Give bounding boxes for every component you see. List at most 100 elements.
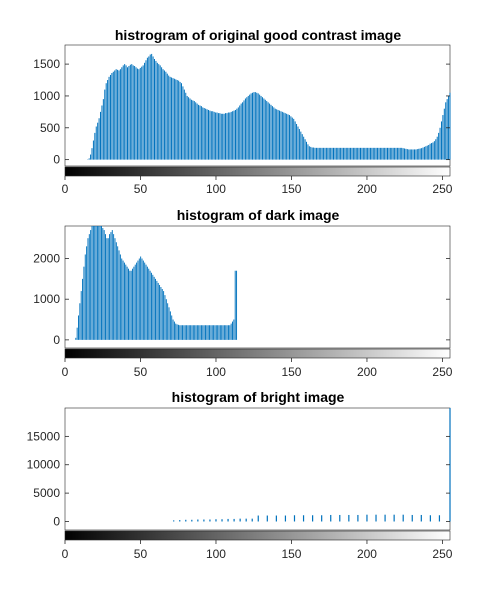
- histogram-bar: [187, 325, 189, 340]
- histogram-bar: [368, 147, 370, 160]
- histogram-bar: [348, 147, 350, 160]
- panel-title: histogram of dark image: [177, 207, 340, 223]
- histogram-bar: [367, 147, 369, 160]
- histogram-bar: [233, 110, 235, 160]
- histogram-bar: [222, 325, 224, 340]
- histogram-bar: [411, 514, 413, 522]
- histogram-bar: [277, 109, 279, 160]
- histogram-bar: [103, 230, 105, 340]
- histogram-bar: [192, 325, 194, 340]
- histogram-bar: [415, 149, 417, 160]
- histogram-bar: [178, 80, 180, 160]
- histogram-bar: [236, 270, 238, 340]
- histogram-bar: [302, 515, 305, 522]
- histogram-bar: [159, 65, 161, 160]
- histogram-bar: [168, 75, 170, 160]
- x-tick-label: 50: [134, 547, 148, 561]
- histogram-bar: [106, 238, 108, 340]
- histogram-bar: [223, 325, 225, 340]
- histogram-bar: [190, 325, 192, 340]
- histogram-bar: [182, 86, 184, 160]
- histogram-bar: [196, 103, 198, 160]
- histogram-bar: [76, 327, 78, 340]
- x-tick-label: 150: [281, 547, 301, 561]
- histogram-bar: [242, 102, 244, 160]
- histogram-bar: [186, 95, 188, 160]
- histogram-bar: [214, 325, 216, 340]
- histogram-bar: [382, 147, 384, 160]
- histogram-bar: [358, 147, 360, 160]
- histogram-bar: [286, 113, 288, 160]
- histogram-bar: [163, 291, 165, 340]
- histogram-bar: [198, 104, 200, 160]
- plot-area: 0 500 1000 1500 0 50 100 150 200 250: [33, 44, 453, 196]
- histogram-bar: [232, 111, 234, 160]
- histogram-bar: [213, 325, 215, 340]
- histogram-bar: [82, 278, 84, 340]
- histogram-bar: [94, 132, 96, 160]
- histogram-bar: [227, 112, 229, 160]
- histogram-bar: [161, 289, 163, 340]
- histogram-bar: [222, 113, 224, 160]
- histogram-bar: [281, 111, 283, 160]
- histogram-bar: [428, 144, 430, 160]
- histogram-bar: [172, 319, 174, 340]
- histogram-bar: [173, 78, 175, 160]
- y-tick-label: 10000: [27, 458, 61, 472]
- histogram-bar: [267, 102, 269, 160]
- histogram-bar: [175, 79, 177, 160]
- histogram-bar: [198, 325, 200, 340]
- histogram-bar: [264, 99, 266, 160]
- histogram-bar: [225, 325, 227, 340]
- histogram-bar: [333, 147, 334, 160]
- histogram-bar: [206, 109, 208, 160]
- histogram-bar: [303, 136, 305, 160]
- histogram-bar: [429, 143, 431, 160]
- histogram-bar: [212, 111, 214, 160]
- grayscale-colorbar: [64, 530, 451, 541]
- histogram-bar: [155, 278, 156, 340]
- histogram-bar: [311, 147, 313, 160]
- histogram-bar: [402, 148, 404, 160]
- histogram-bar: [233, 319, 235, 340]
- histogram-bar: [438, 515, 441, 522]
- histogram-bar: [191, 519, 193, 522]
- x-tick-label: 150: [281, 182, 301, 196]
- histogram-bar: [243, 100, 245, 160]
- histogram-bar: [110, 232, 112, 340]
- bar-series: [87, 53, 451, 160]
- histogram-bar: [298, 129, 300, 160]
- histogram-bar: [300, 131, 302, 160]
- histogram-bar: [284, 515, 287, 522]
- histogram-bar: [162, 69, 164, 160]
- x-tick-label: 0: [62, 182, 69, 196]
- histogram-bar: [369, 147, 371, 160]
- histogram-bar: [254, 92, 256, 160]
- histogram-bar: [236, 108, 238, 160]
- histogram-bar: [385, 147, 387, 160]
- x-tick-label: 200: [357, 365, 377, 379]
- histogram-bar: [129, 64, 131, 160]
- histogram-bar: [166, 73, 168, 160]
- histogram-bar: [193, 101, 195, 160]
- histogram-bar: [435, 139, 437, 160]
- histogram-bar: [402, 514, 404, 522]
- x-tick-label: 200: [357, 547, 377, 561]
- histogram-bar: [118, 250, 120, 340]
- axes-box: [64, 407, 451, 531]
- histogram-bar: [135, 67, 137, 160]
- histogram-bar: [118, 70, 120, 160]
- histogram-bar: [446, 99, 448, 160]
- histogram-bar: [167, 303, 169, 340]
- histogram-bar: [88, 234, 90, 340]
- histogram-bar: [109, 234, 111, 340]
- x-tick-label: 250: [432, 547, 452, 561]
- histogram-bar: [244, 98, 246, 160]
- histogram-bar: [86, 246, 88, 340]
- histogram-bar: [432, 142, 434, 160]
- histogram-bar: [377, 147, 379, 160]
- histogram-bar: [122, 65, 124, 160]
- histogram-bar: [362, 147, 364, 160]
- histogram-bar: [310, 146, 312, 160]
- histogram-bar: [195, 102, 197, 160]
